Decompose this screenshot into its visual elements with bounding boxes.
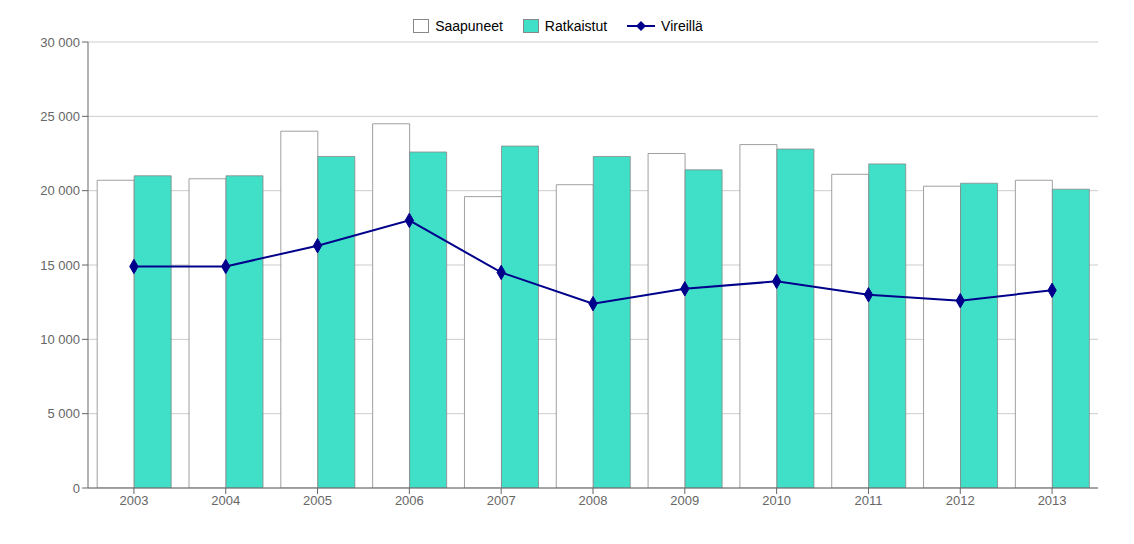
- html-text:Vireillä: Vireillä: [661, 18, 703, 34]
- svg-text:2013: 2013: [1038, 493, 1067, 508]
- svg-text:2004: 2004: [211, 493, 240, 508]
- svg-text:2006: 2006: [395, 493, 424, 508]
- svg-text:2011: 2011: [854, 493, 882, 508]
- svg-text:2009: 2009: [670, 493, 699, 508]
- svg-text:2008: 2008: [579, 493, 608, 508]
- svg-text:2007: 2007: [487, 493, 516, 508]
- svg-text:2010: 2010: [762, 493, 791, 508]
- svg-text:2005: 2005: [303, 493, 332, 508]
- svg-text:25 000: 25 000: [40, 109, 80, 124]
- svg-text:30 000: 30 000: [40, 35, 80, 50]
- svg-text:5 000: 5 000: [47, 406, 80, 421]
- html-text:Ratkaistut: Ratkaistut: [544, 18, 608, 34]
- svg-text:2003: 2003: [119, 493, 148, 508]
- svg-text:10 000: 10 000: [40, 332, 80, 347]
- svg-text:15 000: 15 000: [40, 258, 80, 273]
- svg-text:2012: 2012: [946, 493, 975, 508]
- svg-text:0: 0: [73, 481, 80, 496]
- html-text:Saapuneet: Saapuneet: [435, 18, 503, 34]
- svg-text:20 000: 20 000: [40, 183, 80, 198]
